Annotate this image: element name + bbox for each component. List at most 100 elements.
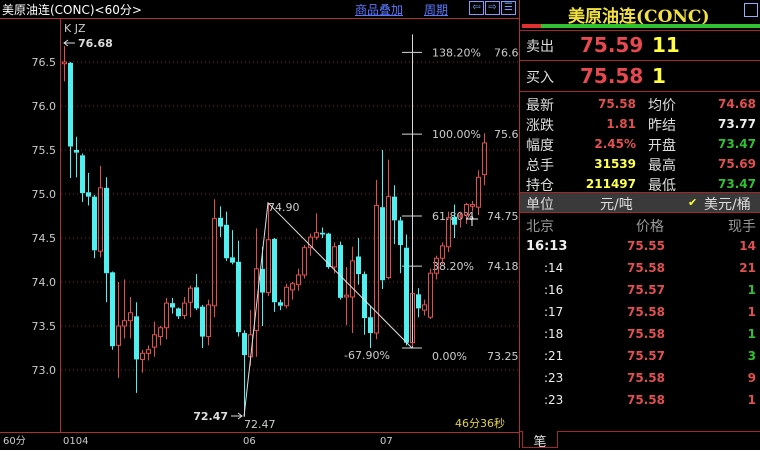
candle-body	[260, 268, 265, 293]
candle-body	[122, 320, 127, 327]
candle	[392, 185, 397, 245]
stat-label: 最高	[648, 158, 676, 174]
layout-icon[interactable]: ☰	[501, 1, 516, 15]
candle	[320, 227, 325, 238]
candle	[92, 194, 97, 259]
stat-value: 1.81	[606, 117, 636, 131]
stat-label: 最新	[526, 98, 554, 114]
trade-volume: 9	[747, 371, 756, 385]
candle	[416, 288, 421, 318]
chart-header: 美原油连(CONC)<60分> 商品叠加 周期 ⇦ ⇨ ☰	[0, 0, 519, 18]
candle	[440, 242, 445, 265]
candle-body	[62, 61, 67, 65]
arrow-left-icon[interactable]: ⇦	[469, 1, 484, 15]
candle-body	[110, 272, 115, 347]
candle	[98, 165, 103, 258]
quote-panel: 美原油连(CONC) 卖出 75.59 11 买入 75.58 1 最新 75.5…	[519, 0, 760, 450]
y-tick-label: 73.5	[32, 320, 57, 333]
stat-label: 持仓	[526, 178, 554, 194]
candle-body	[308, 236, 313, 249]
candle	[140, 349, 145, 373]
trade-volume: 1	[747, 393, 756, 407]
candle-body	[176, 308, 181, 317]
candle-body	[284, 286, 289, 307]
trade-time: 16:13	[526, 239, 568, 254]
candle-body	[338, 245, 343, 298]
candle-body	[410, 292, 415, 344]
candle-body	[326, 233, 331, 268]
candle-body	[368, 317, 373, 334]
stat-label: 涨跌	[526, 118, 554, 134]
trade-volume: 3	[747, 349, 756, 363]
candle-body	[200, 306, 205, 337]
candle-body	[134, 316, 139, 360]
unit-selector: 单位 元/吨 ✔ 美元/桶	[520, 192, 760, 213]
candle-body	[362, 274, 367, 319]
ticks-header-price: 价格	[636, 219, 664, 235]
trade-price: 75.58	[627, 327, 665, 341]
chart-title: 美原油连(CONC)<60分>	[2, 3, 142, 17]
candle-body	[152, 334, 157, 348]
trade-time: :16	[544, 283, 564, 297]
chart-panel[interactable]: 美原油连(CONC)<60分> 商品叠加 周期 ⇦ ⇨ ☰ 76.5 76.0 75…	[0, 0, 519, 448]
candle	[410, 292, 415, 347]
trade-row: :21 75.57 3	[520, 349, 760, 369]
candlestick-chart[interactable]: 76.5 76.0 75.5 75.0 74.5 74.0 73.5 73.0 138.20% 7…	[0, 0, 519, 448]
stat-value: 73.47	[718, 177, 756, 191]
y-tick-label: 75.0	[32, 188, 57, 201]
candle	[374, 179, 379, 340]
overlay-link[interactable]: 商品叠加	[355, 3, 404, 17]
candle	[350, 246, 355, 334]
candle-body	[194, 287, 199, 309]
candle	[428, 268, 433, 319]
candle-body	[68, 62, 73, 147]
candle	[314, 213, 319, 240]
candle	[284, 283, 289, 309]
candle-body	[242, 333, 247, 356]
candle-body	[290, 283, 295, 291]
arrow-right-icon[interactable]: ⇨	[485, 1, 500, 15]
candle-body	[218, 217, 223, 227]
trade-time: :23	[544, 393, 564, 407]
trade-price: 75.58	[627, 261, 665, 275]
trade-row: :16 75.57 1	[520, 283, 760, 303]
candle-body	[422, 304, 427, 311]
stat-value: 75.69	[718, 157, 756, 171]
candle-body	[428, 272, 433, 318]
candle	[278, 299, 283, 311]
stat-value: 73.77	[718, 117, 756, 131]
unit-option-yuan-ton[interactable]: 元/吨	[600, 197, 633, 213]
maximize-icon[interactable]	[744, 3, 758, 17]
tab-trades[interactable]: 笔	[522, 431, 558, 450]
trade-row: 16:13 75.55 14	[520, 239, 760, 259]
y-tick-label: 75.5	[32, 144, 57, 157]
x-period-label: 60分	[3, 435, 26, 447]
candle-body	[476, 176, 481, 208]
bid-volume: 1	[652, 64, 666, 88]
trade-price: 75.57	[627, 283, 665, 297]
x-label-06: 06	[243, 436, 256, 447]
stat-value: 74.68	[718, 97, 756, 111]
trade-price: 75.55	[627, 239, 665, 253]
stat-label: 总手	[526, 158, 554, 174]
period-link[interactable]: 周期	[424, 3, 449, 17]
candle	[164, 297, 169, 340]
candle	[254, 228, 259, 357]
trendline[interactable]	[243, 201, 413, 417]
candle	[212, 199, 217, 318]
unit-option-usd-barrel[interactable]: 美元/桶	[704, 197, 751, 213]
candle-body	[230, 257, 235, 263]
candle	[80, 153, 85, 202]
candle-body	[452, 216, 457, 225]
trade-price: 75.58	[627, 305, 665, 319]
candle	[236, 240, 241, 337]
candle-body	[188, 287, 193, 303]
low-label: 72.47	[193, 410, 228, 423]
candle	[200, 304, 205, 348]
candle	[218, 206, 223, 238]
ticks-header-volume: 现手	[728, 219, 756, 235]
high-marker-arrowhead	[63, 39, 69, 47]
candle-body	[446, 217, 451, 248]
trade-time: :21	[544, 349, 564, 363]
candle	[128, 296, 133, 339]
